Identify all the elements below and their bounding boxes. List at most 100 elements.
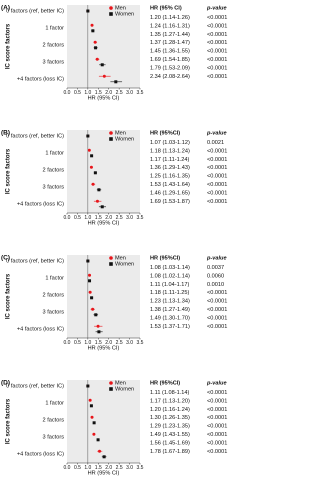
hr-point: [114, 80, 118, 84]
column-header: HR (95%CI): [150, 255, 180, 261]
category-label: 2 factors: [43, 167, 65, 173]
hr-label: 1.49 (1.43-1.55): [150, 432, 190, 438]
plot-area: [67, 5, 140, 88]
x-tick-label: 2.0: [105, 215, 112, 221]
category-label: 3 factors: [43, 184, 65, 190]
category-label: 1 factor: [45, 150, 64, 156]
hr-label: 1.17 (1.13-1.20): [150, 398, 190, 404]
p-value: <0.0001: [207, 390, 227, 396]
category-label: 0 factors (ref, better IC): [6, 258, 64, 264]
x-axis-label: HR (95% CI): [88, 95, 120, 101]
hr-label: 1.79 (1.53-2.09): [150, 65, 190, 71]
hr-label: 1.53 (1.37-1.71): [150, 324, 190, 330]
category-label: 1 factor: [45, 275, 64, 281]
hr-point: [100, 63, 104, 67]
p-value: <0.0001: [207, 165, 227, 171]
category-label: 0 factors (ref, better IC): [6, 133, 64, 139]
hr-point: [97, 330, 101, 334]
hr-point: [96, 438, 100, 442]
x-tick-label: 0.5: [74, 215, 81, 221]
hr-point: [89, 404, 93, 408]
x-tick-label: 3.0: [126, 340, 133, 346]
x-tick-label: 2.5: [116, 465, 123, 471]
legend-marker: [109, 381, 113, 385]
x-tick-label: 1.0: [84, 90, 91, 96]
p-value: <0.0001: [207, 307, 227, 313]
hr-label: 1.07 (1.03-1.12): [150, 140, 190, 146]
hr-point: [97, 188, 101, 192]
hr-label: 1.20 (1.16-1.24): [150, 407, 190, 413]
y-axis-label: IC score factors: [6, 273, 12, 319]
hr-point: [88, 398, 92, 402]
hr-label: 1.11 (1.08-1.14): [150, 390, 190, 396]
hr-point: [87, 148, 91, 152]
panel: (A) 0.0 0.5 1.0 1.5 2.0 2.5 3.0 3.5 HR (95% CI) IC…: [1, 5, 227, 102]
hr-point: [91, 307, 95, 311]
legend-label: Women: [115, 11, 134, 17]
hr-point: [88, 273, 92, 277]
p-value: <0.0001: [207, 40, 227, 46]
legend-label: Men: [115, 5, 126, 11]
category-label: 0 factors (ref, better IC): [6, 8, 64, 14]
panel: (D) 0.0 0.5 1.0 1.5 2.0 2.5 3.0 3.5 HR (95% CI) IC…: [1, 380, 227, 477]
hr-point: [95, 57, 99, 61]
hr-label: 1.78 (1.67-1.89): [150, 449, 190, 455]
hr-label: 1.17 (1.11-1.24): [150, 157, 190, 163]
x-tick-label: 3.0: [126, 90, 133, 96]
hr-point: [91, 29, 95, 33]
x-tick-label: 1.0: [84, 465, 91, 471]
p-value: <0.0001: [207, 57, 227, 63]
legend-label: Women: [115, 261, 134, 267]
hr-label: 1.11 (1.04-1.17): [150, 282, 190, 288]
y-axis-label: IC score factors: [6, 398, 12, 444]
hr-point: [88, 279, 92, 283]
p-value: <0.0001: [207, 15, 227, 21]
legend-marker: [109, 387, 113, 391]
p-value: <0.0001: [207, 324, 227, 330]
hr-point: [90, 154, 94, 158]
p-value: <0.0001: [207, 315, 227, 321]
p-value: <0.0001: [207, 415, 227, 421]
x-tick-label: 0.5: [74, 340, 81, 346]
y-axis-label: IC score factors: [6, 23, 12, 69]
x-tick-label: 2.0: [105, 90, 112, 96]
p-value: 0.0010: [207, 282, 224, 288]
x-tick-label: 2.5: [116, 215, 123, 221]
x-tick-label: 3.5: [137, 465, 144, 471]
legend-marker: [109, 12, 113, 16]
hr-label: 1.36 (1.29-1.43): [150, 165, 190, 171]
category-label: 2 factors: [43, 417, 65, 423]
hr-point: [102, 455, 106, 459]
x-tick-label: 1.0: [84, 340, 91, 346]
hr-point: [92, 421, 96, 425]
panel-label: (B): [1, 130, 10, 137]
hr-label: 1.38 (1.27-1.49): [150, 307, 190, 313]
x-tick-label: 1.5: [95, 465, 102, 471]
legend-marker: [109, 256, 113, 260]
x-tick-label: 0.0: [64, 465, 71, 471]
p-value: <0.0001: [207, 424, 227, 430]
category-label: 2 factors: [43, 42, 65, 48]
hr-label: 1.20 (1.14-1.26): [150, 15, 190, 21]
legend-label: Men: [115, 130, 126, 136]
hr-label: 1.69 (1.54-1.85): [150, 57, 190, 63]
p-value: <0.0001: [207, 432, 227, 438]
hr-point: [88, 290, 92, 294]
hr-point: [93, 171, 97, 175]
x-tick-label: 0.5: [74, 90, 81, 96]
legend-marker: [109, 262, 113, 266]
hr-label: 1.46 (1.29-1.65): [150, 190, 190, 196]
x-tick-label: 2.5: [116, 90, 123, 96]
hr-label: 1.30 (1.26-1.35): [150, 415, 190, 421]
x-tick-label: 1.5: [95, 90, 102, 96]
hr-label: 1.49 (1.30-1.70): [150, 315, 190, 321]
p-value: <0.0001: [207, 199, 227, 205]
category-label: 3 factors: [43, 309, 65, 315]
p-value: <0.0001: [207, 157, 227, 163]
hr-point: [93, 40, 97, 44]
category-label: 3 factors: [43, 434, 65, 440]
category-label: +4 factors (loss IC): [17, 451, 64, 457]
p-value: <0.0001: [207, 65, 227, 71]
p-value: <0.0001: [207, 290, 227, 296]
hr-point: [89, 165, 93, 169]
